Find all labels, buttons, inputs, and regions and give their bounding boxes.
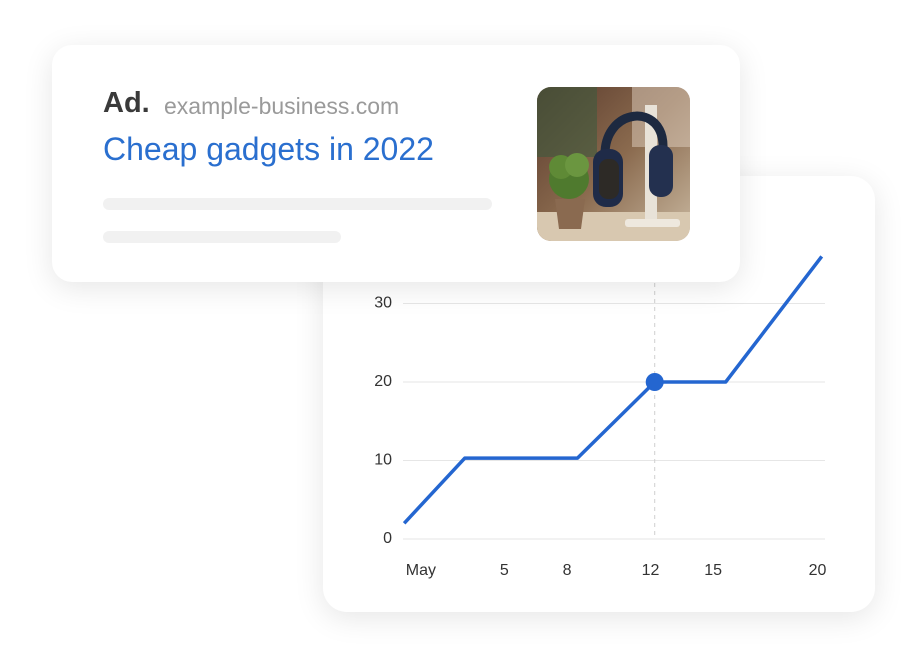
x-tick-label: May — [406, 562, 436, 579]
x-tick-label: 15 — [704, 562, 722, 579]
ad-title[interactable]: Cheap gadgets in 2022 — [103, 131, 434, 167]
x-tick-label: 8 — [563, 562, 572, 579]
y-tick-label: 20 — [374, 373, 392, 390]
ad-card: Ad. example-business.com Cheap gadgets i… — [52, 45, 740, 282]
ad-domain: example-business.com — [164, 93, 400, 119]
x-tick-label: 5 — [500, 562, 509, 579]
data-line — [402, 255, 824, 525]
highlight-point — [645, 373, 664, 391]
placeholder-line — [103, 231, 341, 243]
x-tick-label: 20 — [809, 562, 827, 579]
product-image — [537, 87, 690, 241]
placeholder-line — [103, 198, 492, 210]
x-tick-label: 12 — [642, 562, 660, 579]
y-tick-label: 30 — [374, 295, 392, 312]
ad-label: Ad. — [103, 87, 150, 119]
y-tick-label: 10 — [374, 452, 392, 469]
y-tick-label: 0 — [383, 530, 392, 547]
